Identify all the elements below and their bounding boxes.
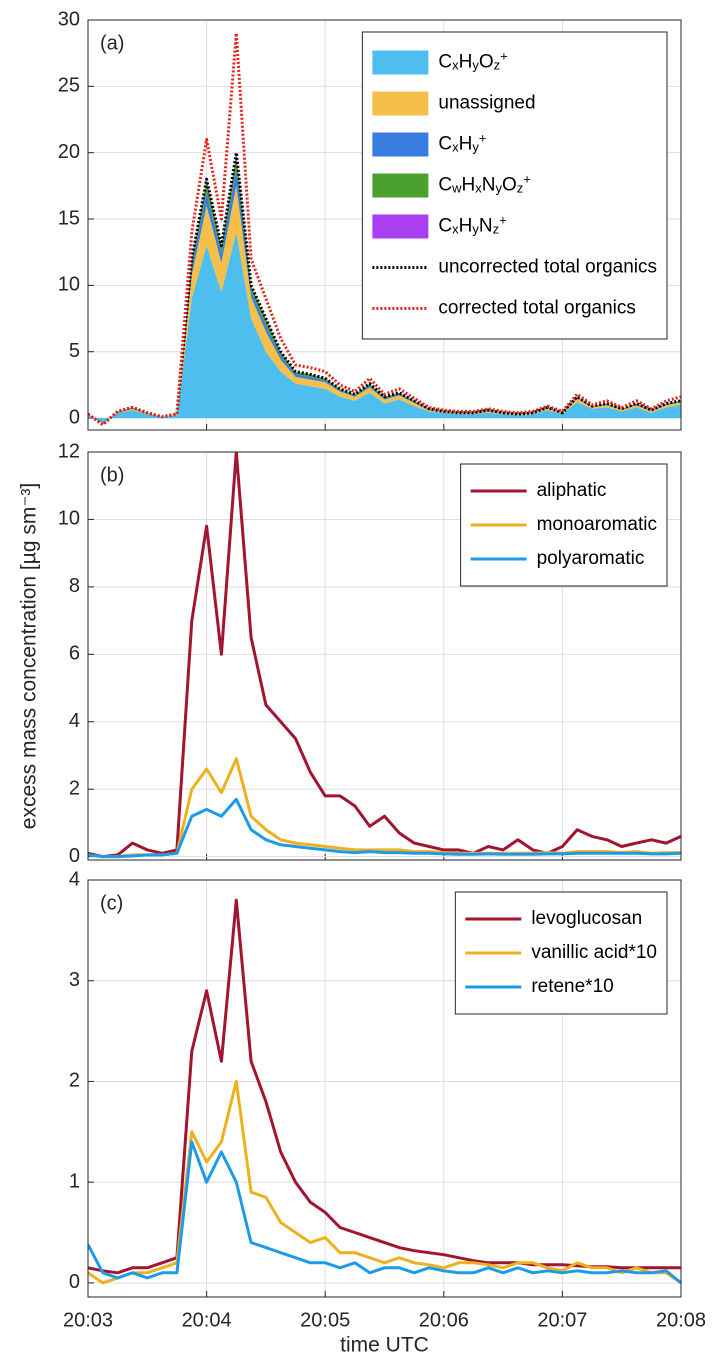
legend-label: retene*10 [531, 976, 613, 997]
panel-label: (c) [100, 892, 123, 914]
axes-frame [87, 19, 682, 431]
line [88, 1140, 681, 1285]
line [88, 31, 681, 427]
legend-label: monoaromatic [537, 514, 657, 535]
y-tick-label: 0 [69, 845, 80, 867]
legend-swatch [372, 91, 429, 116]
legend-label: CxHy+ [438, 130, 486, 155]
panel-label: (a) [100, 32, 124, 54]
legend: levoglucosan vanillic acid*10 retene*10 [454, 891, 668, 1015]
y-tick-label: 4 [69, 868, 80, 890]
y-tick-label: 3 [69, 969, 80, 991]
line [88, 151, 681, 427]
legend-swatch [372, 50, 429, 75]
axes-frame [87, 879, 682, 1298]
legend-swatch [372, 173, 429, 198]
legend-label: CwHxNyOz+ [438, 171, 530, 196]
panel: 0 2 4 6 8 10 12 (b) aliphatic monoaromatic polyaro… [58, 440, 682, 867]
panel-label: (b) [100, 464, 124, 486]
legend-label: CxHyOz+ [438, 48, 507, 73]
x-tick-label: 20:04 [182, 1309, 232, 1331]
plot [88, 31, 681, 427]
y-tick-label: 2 [69, 1070, 80, 1092]
line [88, 898, 681, 1275]
y-tick-label: 4 [69, 710, 80, 732]
line [88, 797, 681, 859]
line [88, 757, 681, 859]
panel: 0 1 2 3 4 (c) levoglucosan vanillic acid*10 rete… [69, 868, 682, 1298]
y-tick-label: 6 [69, 643, 80, 665]
legend-label: aliphatic [537, 480, 607, 501]
legend-swatch [372, 214, 429, 239]
y-tick-label: 10 [58, 508, 80, 530]
plot [88, 452, 681, 859]
x-tick-label: 20:07 [537, 1309, 587, 1331]
y-tick-label: 1 [69, 1170, 80, 1192]
y-tick-label: 0 [69, 406, 80, 428]
legend-label: levoglucosan [531, 908, 642, 929]
legend-label: CxHyNz+ [438, 212, 506, 237]
axes-frame [87, 451, 682, 861]
stacked-area [88, 232, 681, 424]
legend-label: unassigned [438, 93, 535, 114]
legend-label: vanillic acid*10 [531, 942, 657, 963]
y-tick-label: 12 [58, 440, 80, 462]
y-tick-label: 5 [69, 340, 80, 362]
x-tick-label: 20:08 [656, 1309, 706, 1331]
y-tick-label: 20 [58, 141, 80, 163]
plot [88, 898, 681, 1285]
y-tick-label: 2 [69, 777, 80, 799]
x-tick-label: 20:06 [419, 1309, 469, 1331]
x-tick-label: 20:05 [300, 1309, 350, 1331]
y-tick-label: 10 [58, 274, 80, 296]
y-tick-label: 0 [69, 1271, 80, 1293]
legend: aliphatic monoaromatic polyaromatic [460, 463, 668, 587]
y-tick-label: 25 [58, 75, 80, 97]
y-tick-label: 15 [58, 207, 80, 229]
legend-label: corrected total organics [438, 298, 636, 319]
legend-label: polyaromatic [537, 548, 645, 569]
y-tick-label: 8 [69, 575, 80, 597]
line [88, 452, 681, 859]
panel: 0 5 10 15 20 25 30 (a) CxHyOz+ unassigned CxHy+ CwH… [58, 8, 682, 431]
legend: CxHyOz+ unassigned CxHy+ CwHxNyOz+ CxHyNz+ un… [361, 31, 668, 340]
x-tick-label: 20:03 [63, 1309, 113, 1331]
x-axis-label: time UTC [340, 1334, 429, 1357]
legend-label: uncorrected total organics [438, 257, 657, 278]
legend-swatch [372, 132, 429, 157]
y-axis-label: excess mass concentration [µg sm⁻³] [18, 483, 41, 829]
y-tick-label: 30 [58, 8, 80, 30]
